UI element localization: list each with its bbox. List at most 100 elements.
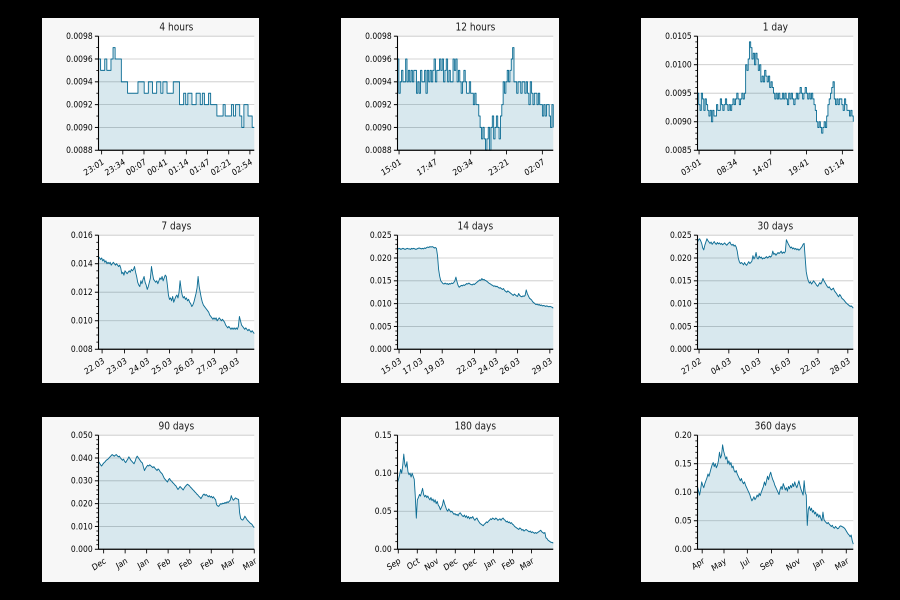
chart-4-hours: 0.0088 0.0090 0.0092 0.0094 0.0096 0.0098 23:0… <box>66 22 255 178</box>
x-tick-label: 01:47 <box>188 156 212 178</box>
x-tick-label: 27.02 <box>679 355 703 377</box>
x-tick-label: Oct <box>405 555 421 572</box>
x-tick-label: Feb <box>156 555 172 572</box>
chart-title: 180 days <box>455 421 496 433</box>
x-tick-label: 19:41 <box>786 156 810 178</box>
chart-panel-30-days: 0.000 0.005 0.010 0.015 0.020 0.025 27.02 04.03… <box>640 217 858 383</box>
x-tick-label: Mar <box>833 554 851 572</box>
chart-title: 12 hours <box>456 22 496 34</box>
y-tick-label: 0.15 <box>674 458 691 469</box>
y-tick-label: 0.05 <box>375 505 392 516</box>
y-tick-label: 0.0096 <box>365 53 392 64</box>
x-tick-label: 00:41 <box>145 156 169 178</box>
x-tick-label: 26.03 <box>498 355 522 377</box>
y-tick-label: 0.20 <box>674 429 691 440</box>
series-line <box>98 256 255 335</box>
x-tick-label: 17:47 <box>415 156 439 178</box>
x-tick-label: Feb <box>500 555 516 572</box>
chart-30-days: 0.000 0.005 0.010 0.015 0.020 0.025 27.02 04.03… <box>670 221 854 377</box>
y-tick-label: 0.10 <box>375 467 392 478</box>
y-tick-label: 0.10 <box>674 486 691 497</box>
series-line <box>98 47 255 128</box>
y-tick-label: 0.020 <box>370 253 392 264</box>
series-line <box>397 47 555 151</box>
x-tick-label: Jan <box>482 555 498 571</box>
y-tick-label: 0.0092 <box>365 99 392 110</box>
chart-90-days: 0.000 0.010 0.020 0.030 0.040 0.050 Dec Jan Jan F… <box>71 421 259 573</box>
x-tick-label: 01:14 <box>167 156 191 178</box>
series-area <box>697 41 853 151</box>
x-tick-label: Nov <box>784 555 802 573</box>
y-tick-label: 0.025 <box>670 230 692 241</box>
y-tick-label: 0.0100 <box>665 59 692 70</box>
series-area <box>98 256 255 350</box>
plot-area <box>98 36 255 151</box>
x-tick-label: 19.03 <box>423 355 447 377</box>
chart-title: 1 day <box>762 22 788 34</box>
x-tick-label: 23:21 <box>487 156 511 178</box>
x-tick-label: Jan <box>135 555 151 571</box>
y-tick-label: 0.0094 <box>66 76 93 87</box>
y-tick-label: 0.0105 <box>665 31 692 42</box>
y-tick-label: 0.0096 <box>66 53 93 64</box>
y-tick-label: 0.000 <box>71 543 93 554</box>
series-area <box>397 453 554 549</box>
y-tick-label: 0.0098 <box>365 31 392 42</box>
x-tick-label: 02:07 <box>523 156 547 178</box>
y-tick-label: 0.012 <box>71 287 93 298</box>
x-tick-label: 24.03 <box>477 355 501 377</box>
x-tick-label: 25.03 <box>150 355 174 377</box>
x-tick-label: 22.03 <box>82 355 106 377</box>
series-line <box>696 238 854 309</box>
chart-panel-7-days: 0.008 0.010 0.012 0.014 0.016 22.03 23.03 24.03… <box>42 217 260 383</box>
x-tick-label: 27.03 <box>195 355 219 377</box>
chart-panel-12-hours: 0.0088 0.0090 0.0092 0.0094 0.0096 0.0098 15:0… <box>341 18 559 184</box>
y-tick-label: 0.015 <box>370 276 392 287</box>
y-tick-label: 0.0098 <box>66 31 93 42</box>
x-tick-label: Jul <box>737 555 750 570</box>
x-tick-label: Jan <box>113 555 129 571</box>
y-tick-label: 0.0094 <box>365 76 392 87</box>
y-tick-label: 0.0090 <box>66 122 93 133</box>
series-area <box>697 239 853 350</box>
x-tick-label: Feb <box>177 555 193 572</box>
x-tick-label: 08:34 <box>715 156 739 178</box>
y-tick-label: 0.040 <box>71 452 93 463</box>
x-tick-label: 26.03 <box>172 355 196 377</box>
x-tick-label: Dec <box>442 555 459 573</box>
chart-title: 7 days <box>161 221 191 233</box>
y-tick-label: 0.010 <box>670 298 692 309</box>
x-tick-label: 02:21 <box>209 156 233 178</box>
x-tick-label: 10.03 <box>739 355 763 377</box>
chart-360-days: 0.00 0.05 0.10 0.15 0.20 Apr May Jul Sep Nov Jan Ma… <box>674 421 854 573</box>
y-tick-label: 0.0090 <box>365 122 392 133</box>
x-tick-label: 00:07 <box>124 156 148 178</box>
y-tick-label: 0.005 <box>370 321 392 332</box>
y-tick-label: 0.0085 <box>665 145 692 156</box>
series-area <box>98 47 255 151</box>
series-area <box>397 246 554 350</box>
chart-12-hours: 0.0088 0.0090 0.0092 0.0094 0.0096 0.0098 15:0… <box>365 22 555 178</box>
y-tick-label: 0.015 <box>670 276 692 287</box>
chart-title: 30 days <box>757 221 793 233</box>
y-tick-label: 0.010 <box>370 298 392 309</box>
series-line <box>696 444 854 544</box>
y-tick-label: 0.15 <box>375 429 392 440</box>
y-tick-label: 0.0092 <box>66 99 93 110</box>
x-tick-label: Mar <box>241 554 259 572</box>
x-tick-label: Feb <box>199 555 215 572</box>
y-tick-label: 0.008 <box>71 344 93 355</box>
y-tick-label: 0.0095 <box>665 88 692 99</box>
y-tick-label: 0.0090 <box>665 116 692 127</box>
series-line <box>397 246 554 309</box>
x-tick-label: 22.03 <box>455 355 479 377</box>
chart-title: 14 days <box>458 221 494 233</box>
y-tick-label: 0.010 <box>71 520 93 531</box>
y-tick-label: 0.016 <box>71 230 93 241</box>
x-tick-label: Mar <box>220 554 238 572</box>
chart-title: 90 days <box>159 421 195 433</box>
series-area <box>697 444 853 549</box>
